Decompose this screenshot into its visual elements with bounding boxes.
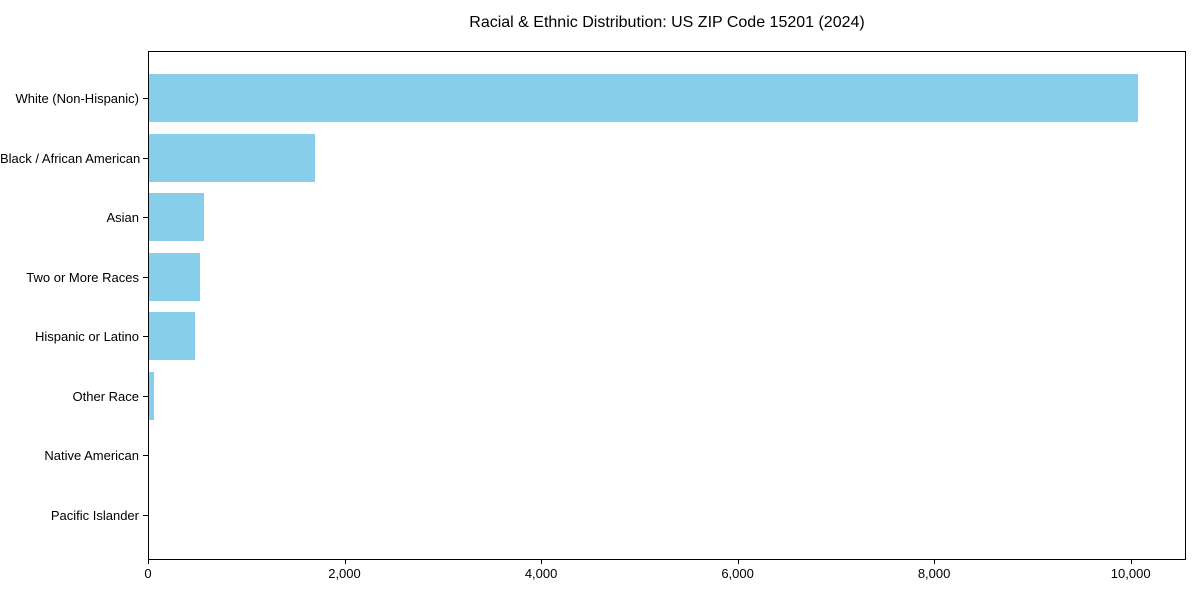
x-axis-tick (541, 560, 543, 564)
y-axis-tick (143, 157, 148, 159)
y-axis-label: Native American (44, 448, 139, 464)
bar (149, 193, 204, 242)
y-axis-label: Asian (106, 210, 139, 226)
y-axis-label: White (Non-Hispanic) (15, 91, 139, 106)
y-axis-tick (143, 98, 148, 99)
x-axis-tick-label: 8,000 (917, 566, 951, 581)
bar (149, 252, 201, 301)
x-axis-tick-label: 4,000 (524, 566, 558, 581)
y-axis-label: Other Race (72, 388, 139, 404)
y-axis-label: Pacific Islander (50, 507, 139, 523)
y-axis-tick (143, 217, 148, 219)
y-axis-label: Black / African American (0, 150, 141, 166)
x-axis-tick (934, 560, 936, 564)
x-axis-tick (1130, 560, 1132, 564)
x-axis-tick (344, 560, 346, 564)
x-axis-tick-label: 6,000 (721, 566, 754, 581)
x-axis-tick-label: 0 (144, 566, 152, 581)
bar (149, 371, 154, 420)
y-axis-tick (143, 336, 148, 338)
x-axis-tick (148, 560, 149, 564)
bar (149, 133, 316, 182)
chart-title: Racial & Ethnic Distribution: US ZIP Cod… (469, 14, 865, 31)
plot-area (148, 51, 1186, 560)
y-axis-tick (143, 455, 148, 457)
y-axis-tick (143, 395, 148, 397)
y-axis-tick (143, 514, 148, 516)
x-axis-tick (737, 560, 739, 564)
y-axis-label: Two or More Races (26, 269, 139, 285)
x-axis-tick-label: 2,000 (328, 566, 361, 581)
bar (149, 74, 1138, 122)
y-axis-label: Hispanic or Latino (34, 329, 139, 345)
y-axis-tick (143, 276, 148, 278)
bar (149, 312, 196, 361)
x-axis-tick-label: 10,000 (1110, 566, 1151, 581)
